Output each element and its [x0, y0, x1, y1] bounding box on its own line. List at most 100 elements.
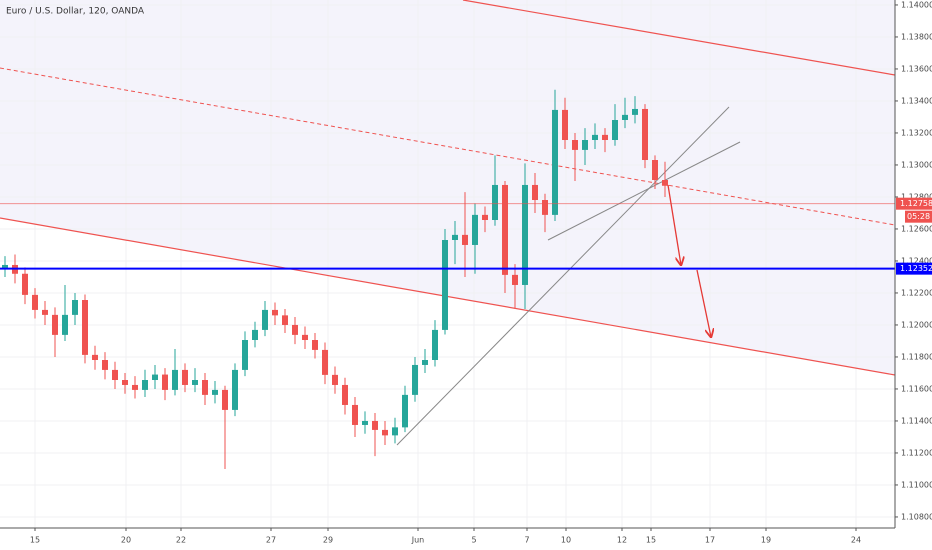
- candle-body: [182, 369, 188, 385]
- candle-body: [192, 380, 198, 385]
- candle-body: [322, 349, 328, 375]
- y-tick-label: 1.11000: [901, 480, 932, 489]
- x-tick-label: 17: [705, 536, 715, 545]
- price-label-box: [896, 197, 932, 210]
- x-tick-label: 22: [176, 536, 186, 545]
- candle-body: [552, 109, 558, 215]
- candle-body: [492, 184, 498, 220]
- y-tick-label: 1.14000: [901, 0, 932, 9]
- candle-body: [502, 184, 508, 275]
- price-label-box: [896, 262, 932, 275]
- y-tick-label: 1.13200: [901, 128, 932, 137]
- candle-body: [372, 420, 378, 430]
- candle-body: [352, 404, 358, 425]
- candle-body: [252, 329, 258, 340]
- candle-body: [422, 360, 428, 365]
- candle-body: [432, 329, 438, 360]
- candle-body: [222, 389, 228, 410]
- candle-body: [662, 180, 668, 186]
- y-tick-label: 1.12800: [901, 192, 932, 201]
- candle-body: [132, 384, 138, 390]
- candle-body: [402, 394, 408, 428]
- candle-body: [302, 334, 308, 340]
- y-tick-label: 1.13000: [901, 160, 932, 169]
- x-tick-label: 24: [851, 536, 861, 545]
- y-tick-label: 1.11400: [901, 416, 932, 425]
- y-tick-label: 1.10800: [901, 512, 932, 521]
- time-axis: [0, 528, 932, 550]
- candle-body: [362, 420, 368, 425]
- candle-body: [312, 340, 318, 350]
- y-tick-label: 1.13800: [901, 32, 932, 41]
- x-tick-label: 27: [266, 536, 276, 545]
- candle-body: [122, 380, 128, 385]
- candle-body: [462, 234, 468, 245]
- candle-body: [162, 374, 168, 390]
- y-tick-label: 1.12600: [901, 224, 932, 233]
- candle-body: [382, 429, 388, 436]
- candle-body: [142, 380, 148, 390]
- candle-body: [82, 300, 88, 355]
- candle-body: [22, 273, 28, 295]
- candle-body: [62, 314, 68, 335]
- candle-body: [232, 369, 238, 410]
- channel-top: [462, 0, 896, 76]
- candle-body: [112, 369, 118, 380]
- channel-mid: [0, 67, 896, 226]
- candle-body: [632, 108, 638, 115]
- candle-body: [2, 264, 8, 269]
- x-tick-label: 15: [646, 536, 656, 545]
- candle-body: [472, 214, 478, 245]
- chart-title: Euro / U.S. Dollar, 120, OANDA: [6, 7, 145, 17]
- candle-body: [582, 140, 588, 150]
- x-tick-label: 7: [524, 536, 529, 545]
- arrow: [696, 269, 711, 337]
- x-tick-label: Jun: [411, 536, 425, 545]
- y-tick-label: 1.12400: [901, 256, 932, 265]
- y-tick-label: 1.11200: [901, 448, 932, 457]
- candle-body: [152, 374, 158, 380]
- candle-body: [212, 389, 218, 395]
- candle-body: [92, 354, 98, 360]
- y-tick-label: 1.11600: [901, 384, 932, 393]
- candle-body: [642, 108, 648, 160]
- arrow: [667, 184, 681, 265]
- candle-body: [242, 340, 248, 370]
- candle-body: [72, 300, 78, 315]
- y-tick-label: 1.12000: [901, 320, 932, 329]
- candle-body: [512, 274, 518, 285]
- countdown-box: [905, 210, 932, 223]
- trend-line: [547, 141, 741, 241]
- candle-body: [262, 309, 268, 330]
- y-tick-label: 1.11800: [901, 352, 932, 361]
- candle-body: [562, 109, 568, 140]
- candle-body: [292, 324, 298, 335]
- candle-body: [602, 134, 608, 140]
- candle-body: [622, 114, 628, 120]
- price-axis: [895, 0, 932, 550]
- x-tick-label: 12: [617, 536, 627, 545]
- price-label: 1.12352: [900, 264, 932, 273]
- candle-body: [542, 200, 548, 215]
- candle-body: [332, 374, 338, 385]
- x-tick-label: 15: [30, 536, 40, 545]
- x-tick-label: 20: [121, 536, 131, 545]
- candle-body: [532, 184, 538, 200]
- x-tick-label: 19: [761, 536, 771, 545]
- candle-body: [32, 294, 38, 310]
- y-tick-label: 1.13400: [901, 96, 932, 105]
- candle-body: [342, 384, 348, 405]
- y-tick-label: 1.12200: [901, 288, 932, 297]
- candle-body: [52, 314, 58, 335]
- candle-body: [102, 360, 108, 370]
- trend-line: [396, 106, 730, 446]
- price-label: 1.12758: [900, 199, 932, 208]
- channel-fill: [0, 0, 895, 375]
- candle-body: [42, 309, 48, 315]
- candle-body: [572, 140, 578, 150]
- candle-body: [392, 427, 398, 436]
- candle-body: [522, 184, 528, 285]
- y-tick-label: 1.13600: [901, 64, 932, 73]
- candle-body: [172, 369, 178, 390]
